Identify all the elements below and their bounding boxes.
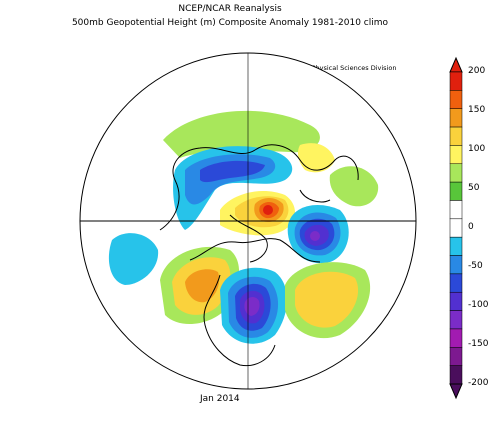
anomaly-contour	[108, 233, 159, 285]
colorbar-swatch	[449, 145, 463, 165]
colorbar-tick-label: 50	[468, 183, 480, 193]
colorbar-bottom-arrow	[449, 383, 463, 400]
anomaly-contour	[263, 205, 273, 215]
colorbar-swatch	[449, 200, 463, 220]
colorbar-swatch	[449, 108, 463, 128]
anomaly-contour	[310, 231, 320, 241]
colorbar-swatch	[449, 163, 463, 183]
anomaly-contour	[297, 143, 335, 173]
colorbar-tick-label: -150	[468, 339, 489, 349]
anomaly-contour	[200, 160, 265, 183]
colorbar-tick-label: 100	[468, 144, 486, 154]
colorbar-top-arrow	[449, 56, 463, 73]
colorbar-swatch	[449, 291, 463, 311]
anomaly-contour	[295, 271, 359, 328]
map-subtitle: 500mb Geopotential Height (m) Composite …	[71, 18, 389, 28]
colorbar-tick-label: 200	[468, 66, 486, 76]
colorbar-swatch	[449, 255, 463, 275]
colorbar-swatch	[449, 310, 463, 330]
anomaly-field	[80, 53, 416, 389]
colorbar-swatch	[449, 328, 463, 348]
map-title: NCEP/NCAR Reanalysis	[178, 4, 282, 14]
colorbar-tick-label: 0	[468, 222, 474, 232]
anomaly-contour	[185, 269, 220, 303]
colorbar-swatch	[449, 273, 463, 293]
colorbar-swatch	[449, 236, 463, 256]
colorbar-swatch	[449, 365, 463, 385]
colorbar-tick-label: -200	[468, 378, 489, 388]
colorbar-swatch	[449, 90, 463, 109]
colorbar-tick-label: -100	[468, 300, 489, 310]
colorbar-swatch	[449, 347, 463, 366]
credit-label: NOAA/ESRL Physical Sciences Division	[272, 64, 397, 72]
colorbar-swatch	[449, 181, 463, 201]
map-border	[79, 52, 417, 390]
colorbar-swatch	[449, 71, 463, 91]
coastlines	[159, 144, 359, 367]
colorbar-tick-label: -50	[468, 261, 483, 271]
colorbar-swatch	[449, 126, 463, 146]
colorbar-tick-label: 150	[468, 105, 486, 115]
anomaly-contour	[329, 166, 379, 207]
colorbar-swatch	[449, 218, 463, 238]
date-label: Jan 2014	[200, 394, 240, 404]
